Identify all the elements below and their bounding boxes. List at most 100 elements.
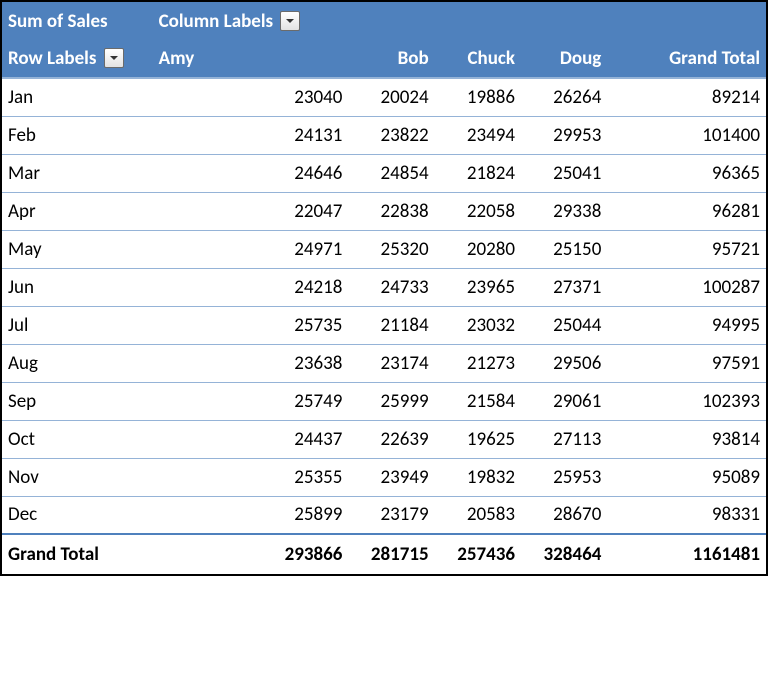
chevron-down-icon xyxy=(109,53,119,63)
table-row: Feb24131238222349429953101400 xyxy=(2,116,766,154)
cell-doug[interactable]: 27371 xyxy=(521,268,607,306)
cell-doug[interactable]: 25044 xyxy=(521,306,607,344)
cell-amy[interactable]: 25749 xyxy=(153,382,349,420)
row-label[interactable]: Jan xyxy=(2,78,153,116)
cell-chuck[interactable]: 21273 xyxy=(435,344,521,382)
col-total-amy: 293866 xyxy=(153,534,349,574)
cell-chuck[interactable]: 20280 xyxy=(435,230,521,268)
cell-doug[interactable]: 28670 xyxy=(521,496,607,534)
cell-amy[interactable]: 24646 xyxy=(153,154,349,192)
cell-bob[interactable]: 22639 xyxy=(348,420,434,458)
cell-chuck[interactable]: 23494 xyxy=(435,116,521,154)
chevron-down-icon xyxy=(285,16,295,26)
row-label[interactable]: Aug xyxy=(2,344,153,382)
column-filter-button[interactable] xyxy=(280,11,300,31)
pivot-table-container: Sum of Sales Column Labels Row Labels Am… xyxy=(0,0,768,576)
row-total[interactable]: 101400 xyxy=(607,116,766,154)
row-total[interactable]: 93814 xyxy=(607,420,766,458)
cell-chuck[interactable]: 19886 xyxy=(435,78,521,116)
table-row: Apr2204722838220582933896281 xyxy=(2,192,766,230)
cell-doug[interactable]: 29953 xyxy=(521,116,607,154)
cell-amy[interactable]: 24218 xyxy=(153,268,349,306)
col-header-chuck[interactable]: Chuck xyxy=(435,40,521,78)
col-total-bob: 281715 xyxy=(348,534,434,574)
cell-chuck[interactable]: 20583 xyxy=(435,496,521,534)
table-row: Dec2589923179205832867098331 xyxy=(2,496,766,534)
table-row: Nov2535523949198322595395089 xyxy=(2,458,766,496)
col-header-doug[interactable]: Doug xyxy=(521,40,607,78)
cell-chuck[interactable]: 19832 xyxy=(435,458,521,496)
row-total[interactable]: 98331 xyxy=(607,496,766,534)
row-label[interactable]: Nov xyxy=(2,458,153,496)
row-total[interactable]: 97591 xyxy=(607,344,766,382)
row-total[interactable]: 96281 xyxy=(607,192,766,230)
row-label[interactable]: Dec xyxy=(2,496,153,534)
table-row: Oct2443722639196252711393814 xyxy=(2,420,766,458)
cell-bob[interactable]: 25999 xyxy=(348,382,434,420)
row-total[interactable]: 102393 xyxy=(607,382,766,420)
row-total[interactable]: 94995 xyxy=(607,306,766,344)
row-label[interactable]: Oct xyxy=(2,420,153,458)
col-header-amy[interactable]: Amy xyxy=(153,40,349,78)
cell-chuck[interactable]: 22058 xyxy=(435,192,521,230)
row-label[interactable]: Mar xyxy=(2,154,153,192)
header-blank xyxy=(348,2,434,40)
col-total-doug: 328464 xyxy=(521,534,607,574)
cell-bob[interactable]: 22838 xyxy=(348,192,434,230)
table-row: Aug2363823174212732950697591 xyxy=(2,344,766,382)
col-header-bob[interactable]: Bob xyxy=(348,40,434,78)
cell-bob[interactable]: 23174 xyxy=(348,344,434,382)
cell-chuck[interactable]: 19625 xyxy=(435,420,521,458)
cell-bob[interactable]: 20024 xyxy=(348,78,434,116)
row-label[interactable]: Sep xyxy=(2,382,153,420)
cell-amy[interactable]: 24131 xyxy=(153,116,349,154)
cell-chuck[interactable]: 23965 xyxy=(435,268,521,306)
cell-chuck[interactable]: 21584 xyxy=(435,382,521,420)
cell-bob[interactable]: 23822 xyxy=(348,116,434,154)
cell-bob[interactable]: 24733 xyxy=(348,268,434,306)
table-row: Mar2464624854218242504196365 xyxy=(2,154,766,192)
row-label[interactable]: May xyxy=(2,230,153,268)
row-labels-text: Row Labels xyxy=(8,47,96,70)
cell-doug[interactable]: 29061 xyxy=(521,382,607,420)
row-total[interactable]: 95089 xyxy=(607,458,766,496)
row-total[interactable]: 95721 xyxy=(607,230,766,268)
cell-bob[interactable]: 23179 xyxy=(348,496,434,534)
row-total[interactable]: 100287 xyxy=(607,268,766,306)
cell-doug[interactable]: 25041 xyxy=(521,154,607,192)
cell-doug[interactable]: 27113 xyxy=(521,420,607,458)
row-label[interactable]: Jun xyxy=(2,268,153,306)
cell-bob[interactable]: 23949 xyxy=(348,458,434,496)
row-total[interactable]: 96365 xyxy=(607,154,766,192)
header-blank xyxy=(435,2,521,40)
row-total[interactable]: 89214 xyxy=(607,78,766,116)
table-row: Jan2304020024198862626489214 xyxy=(2,78,766,116)
cell-doug[interactable]: 29338 xyxy=(521,192,607,230)
cell-chuck[interactable]: 21824 xyxy=(435,154,521,192)
header-blank xyxy=(607,2,766,40)
row-label[interactable]: Apr xyxy=(2,192,153,230)
cell-amy[interactable]: 22047 xyxy=(153,192,349,230)
table-row: Jul2573521184230322504494995 xyxy=(2,306,766,344)
cell-bob[interactable]: 21184 xyxy=(348,306,434,344)
table-row: Sep25749259992158429061102393 xyxy=(2,382,766,420)
cell-amy[interactable]: 23638 xyxy=(153,344,349,382)
row-label[interactable]: Jul xyxy=(2,306,153,344)
cell-bob[interactable]: 25320 xyxy=(348,230,434,268)
cell-doug[interactable]: 26264 xyxy=(521,78,607,116)
cell-doug[interactable]: 29506 xyxy=(521,344,607,382)
cell-amy[interactable]: 24437 xyxy=(153,420,349,458)
row-label[interactable]: Feb xyxy=(2,116,153,154)
cell-amy[interactable]: 25899 xyxy=(153,496,349,534)
cell-amy[interactable]: 25355 xyxy=(153,458,349,496)
cell-doug[interactable]: 25150 xyxy=(521,230,607,268)
grand-total-row-label: Grand Total xyxy=(2,534,153,574)
cell-bob[interactable]: 24854 xyxy=(348,154,434,192)
cell-amy[interactable]: 23040 xyxy=(153,78,349,116)
cell-amy[interactable]: 25735 xyxy=(153,306,349,344)
cell-chuck[interactable]: 23032 xyxy=(435,306,521,344)
cell-amy[interactable]: 24971 xyxy=(153,230,349,268)
cell-doug[interactable]: 25953 xyxy=(521,458,607,496)
column-labels-header: Column Labels xyxy=(153,2,349,40)
row-filter-button[interactable] xyxy=(104,48,124,68)
